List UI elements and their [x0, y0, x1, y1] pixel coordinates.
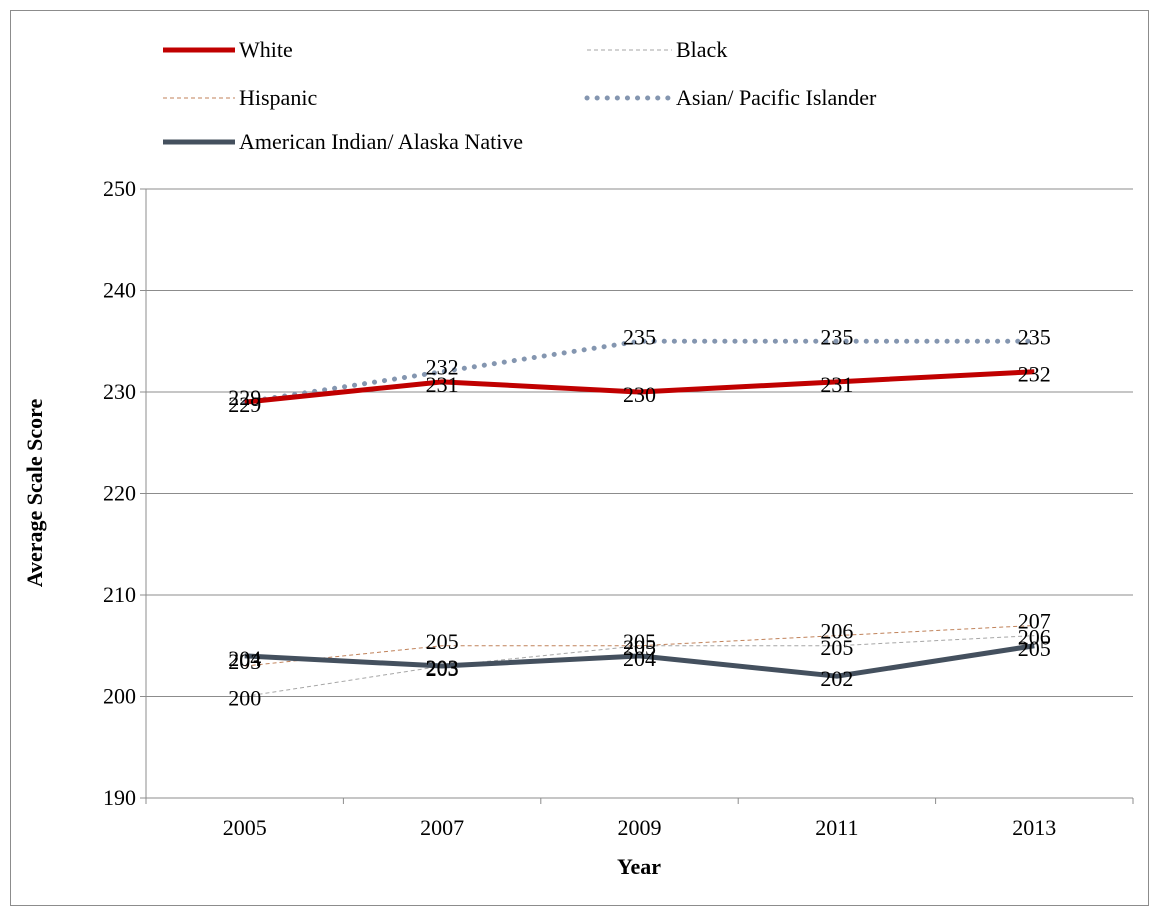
data-label: 205 — [820, 635, 853, 660]
data-label: 203 — [228, 649, 261, 674]
data-label: 204 — [228, 646, 261, 671]
data-label: 205 — [623, 629, 656, 654]
data-label: 204 — [623, 646, 656, 671]
y-tick-label: 220 — [103, 481, 136, 506]
data-label: 202 — [820, 666, 853, 691]
legend-item: Hispanic — [163, 85, 317, 110]
x-axis-title: Year — [617, 854, 661, 879]
data-label: 205 — [1018, 636, 1051, 661]
series-line — [242, 338, 1037, 405]
series-line — [244, 624, 1035, 667]
series-line — [244, 369, 1035, 405]
data-label: 205 — [623, 635, 656, 660]
legend: White Black Hispanic Asian/ Pacific Islande… — [163, 37, 877, 154]
x-tick-label: 2013 — [1012, 815, 1056, 840]
legend-item: Asian/ Pacific Islander — [584, 85, 877, 110]
data-label: 232 — [1018, 362, 1051, 387]
chart-frame — [10, 10, 1149, 906]
data-label: 235 — [623, 324, 656, 349]
y-axis-ticks: 190 200 210 220 230 240 250 — [103, 176, 146, 810]
legend-item: Black — [587, 37, 727, 62]
data-label: 207 — [1018, 608, 1051, 633]
data-label: 232 — [426, 355, 459, 380]
x-tick-label: 2007 — [420, 815, 464, 840]
legend-label: White — [239, 37, 293, 62]
legend-label: Black — [676, 37, 727, 62]
series-line — [244, 643, 1035, 679]
gridlines — [146, 188, 1133, 799]
y-tick-label: 230 — [103, 379, 136, 404]
x-axis-ticks: 2005 2007 2009 2011 2013 — [145, 798, 1134, 840]
data-label: 231 — [820, 372, 853, 397]
data-label: 200 — [228, 686, 261, 711]
data-label: 203 — [426, 656, 459, 681]
y-axis-title: Average Scale Score — [22, 398, 47, 587]
data-label: 229 — [228, 392, 261, 417]
x-tick-label: 2009 — [618, 815, 662, 840]
y-tick-label: 200 — [103, 684, 136, 709]
legend-item: American Indian/ Alaska Native — [163, 129, 523, 154]
data-label: 206 — [820, 619, 853, 644]
series-line — [244, 635, 1035, 697]
y-tick-label: 190 — [103, 785, 136, 810]
y-tick-label: 250 — [103, 176, 136, 201]
data-label: 231 — [426, 372, 459, 397]
data-label: 235 — [1018, 324, 1051, 349]
legend-item: White — [163, 37, 293, 62]
data-label: 230 — [623, 382, 656, 407]
data-label: 203 — [426, 655, 459, 680]
series-lines — [242, 338, 1037, 697]
legend-label: Asian/ Pacific Islander — [676, 85, 877, 110]
data-label: 205 — [426, 629, 459, 654]
legend-label: American Indian/ Alaska Native — [239, 129, 523, 154]
x-tick-label: 2005 — [223, 815, 267, 840]
data-label: 229 — [228, 385, 261, 410]
x-tick-label: 2011 — [815, 815, 858, 840]
y-tick-label: 240 — [103, 278, 136, 303]
y-tick-label: 210 — [103, 582, 136, 607]
data-label: 206 — [1018, 625, 1051, 650]
legend-label: Hispanic — [239, 85, 317, 110]
data-label: 235 — [820, 324, 853, 349]
